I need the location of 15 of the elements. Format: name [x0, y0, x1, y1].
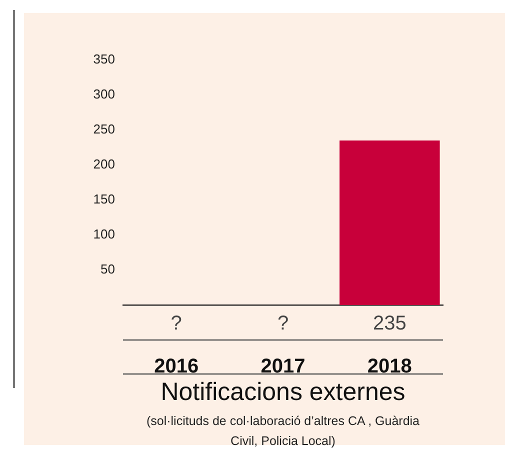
- y-tick-label: 150: [93, 192, 115, 207]
- text: ?: [170, 312, 182, 335]
- text: Notificacions externes: [160, 378, 406, 407]
- text: (sol·licituds de col·laboració d’altres CA , Guàrdia Civil, Policia Local): [145, 413, 421, 450]
- y-tick-label: 50: [100, 262, 115, 277]
- x-tick-label: 2016: [154, 356, 199, 378]
- y-tick-label: 100: [93, 226, 115, 242]
- y-tick-label: 250: [93, 122, 115, 137]
- y-tick-label: 350: [93, 52, 115, 67]
- x-tick-label: 2018: [367, 356, 412, 378]
- x-tick-label: 2017: [260, 356, 306, 378]
- y-tick-label: 200: [93, 156, 115, 172]
- y-tick-label: 300: [93, 86, 115, 102]
- text: ?: [277, 312, 289, 335]
- data-label: 235: [372, 312, 406, 335]
